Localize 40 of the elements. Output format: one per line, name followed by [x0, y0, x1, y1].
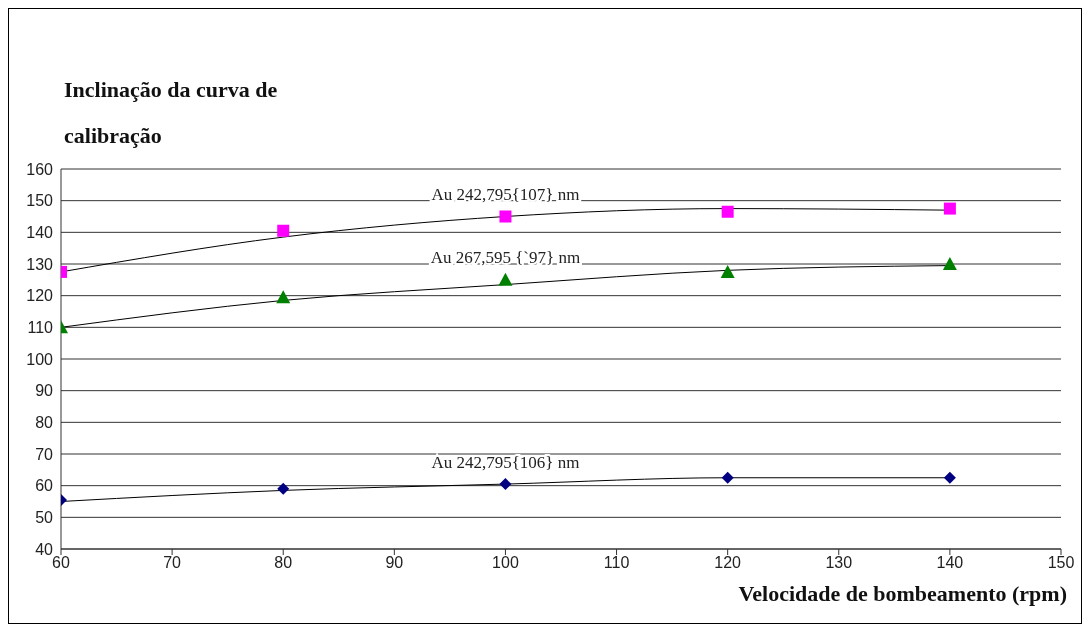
- y-tick-label: 50: [35, 509, 54, 527]
- y-tick-label: 150: [26, 192, 54, 210]
- x-tick-label: 140: [936, 554, 964, 572]
- point: [498, 272, 513, 286]
- y-tick-label: 140: [26, 224, 54, 242]
- point: [943, 471, 956, 484]
- x-tick-label: 150: [1047, 554, 1075, 572]
- x-tick-label: 60: [52, 554, 70, 572]
- x-tick-label: 90: [385, 554, 404, 572]
- y-tick-label: 100: [26, 350, 54, 368]
- series-label: Au 242,795{107} nm: [431, 184, 580, 204]
- y-tick-label: 70: [35, 445, 54, 463]
- x-tick-label: 110: [603, 554, 630, 572]
- y-tick-label: 160: [26, 160, 54, 178]
- series-label: Au 242,795{106} nm: [431, 452, 580, 472]
- y-tick-label: 120: [26, 287, 54, 305]
- x-tick-label: 80: [274, 554, 293, 572]
- y-tick-label: 60: [35, 477, 54, 495]
- x-tick-label: 120: [714, 554, 742, 572]
- y-tick-label: 90: [35, 382, 54, 400]
- point: [721, 471, 734, 484]
- point: [943, 202, 956, 215]
- x-tick-label: 130: [825, 554, 853, 572]
- chart-title: Inclinação da curva de calibração: [64, 76, 279, 150]
- point: [499, 210, 512, 223]
- y-tick-label: 40: [35, 540, 54, 558]
- y-tick-label: 80: [35, 414, 54, 432]
- point: [277, 482, 290, 495]
- point: [942, 257, 957, 270]
- y-tick-label: 130: [26, 255, 54, 273]
- x-axis-title: Velocidade de bombeamento (rpm): [738, 581, 1067, 607]
- x-tick-label: 100: [492, 554, 519, 572]
- point: [720, 264, 735, 278]
- point: [276, 290, 291, 304]
- point: [277, 224, 290, 237]
- x-tick-label: 70: [163, 554, 182, 572]
- y-tick-label: 110: [27, 319, 54, 337]
- series-label: Au 267,595 {`97} nm: [430, 248, 581, 268]
- point: [499, 478, 512, 491]
- point: [721, 205, 734, 218]
